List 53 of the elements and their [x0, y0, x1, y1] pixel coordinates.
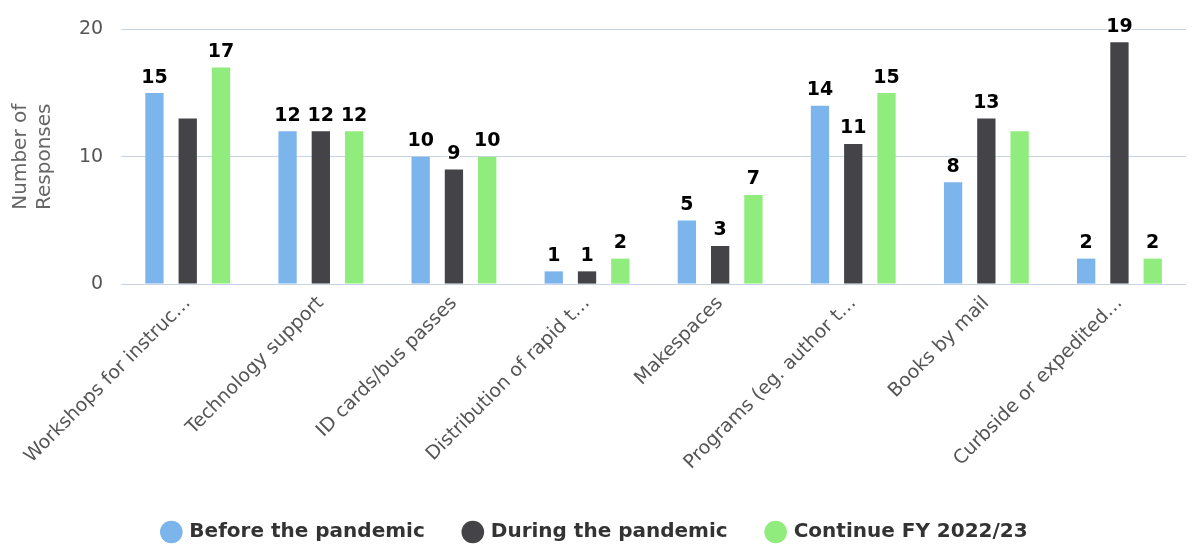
- bar: [1143, 258, 1162, 284]
- data-label: 12: [340, 102, 368, 125]
- y-tick-label: 20: [78, 16, 104, 39]
- bar: [977, 118, 996, 284]
- data-label: 8: [946, 153, 960, 176]
- data-label: 15: [141, 64, 168, 87]
- bar: [311, 131, 330, 284]
- data-label: 5: [680, 191, 694, 214]
- bar: [577, 271, 597, 284]
- data-label: 2: [613, 230, 627, 253]
- bar: [810, 105, 830, 284]
- bar: [1010, 131, 1029, 284]
- data-label: 13: [973, 89, 1000, 112]
- data-label: 1: [580, 242, 594, 265]
- bar: [544, 271, 563, 284]
- y-axis-title: Number of Responses: [7, 102, 56, 210]
- bar: [943, 182, 963, 284]
- bar: [710, 245, 730, 284]
- data-label: 7: [746, 166, 761, 189]
- legend-label: Before the pandemic: [189, 518, 425, 543]
- legend-label: Continue FY 2022/23: [793, 518, 1028, 543]
- data-label: 3: [713, 217, 727, 240]
- data-label: 12: [274, 102, 301, 125]
- bar: [877, 93, 896, 284]
- bar: [611, 258, 630, 284]
- y-tick-label: 0: [91, 271, 104, 294]
- data-label: 11: [840, 115, 867, 138]
- bar: [344, 131, 364, 284]
- data-label: 15: [873, 64, 900, 87]
- bar: [1077, 258, 1096, 284]
- bar: [278, 131, 297, 284]
- bar: [677, 220, 697, 284]
- bar: [444, 169, 464, 284]
- data-label: 12: [307, 102, 335, 125]
- data-label: 10: [473, 128, 501, 151]
- bar: [178, 118, 197, 284]
- data-label: 1: [547, 242, 561, 265]
- data-label: 2: [1079, 230, 1093, 253]
- data-label: 17: [207, 39, 235, 62]
- bar: [211, 67, 231, 284]
- data-label: 2: [1146, 230, 1160, 253]
- bar: [145, 93, 164, 284]
- bar: [1110, 42, 1129, 284]
- data-label: 14: [806, 77, 834, 100]
- data-label: 9: [447, 140, 461, 163]
- data-label: 19: [1106, 13, 1133, 36]
- data-label: 10: [407, 128, 434, 151]
- bar: [411, 156, 430, 284]
- bar: [744, 194, 763, 284]
- y-tick-label: 10: [78, 143, 104, 166]
- bar: [478, 156, 497, 284]
- bar: [844, 144, 863, 284]
- legend-label: During the pandemic: [490, 518, 728, 543]
